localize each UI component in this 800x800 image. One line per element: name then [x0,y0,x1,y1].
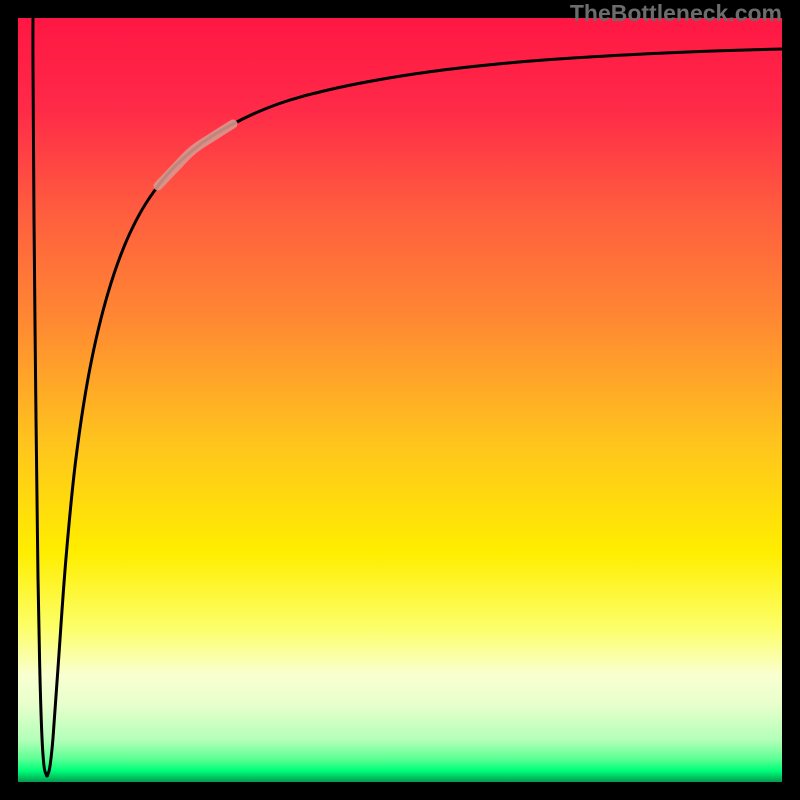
plot-area [18,18,782,782]
gradient-background [18,18,782,782]
plot-svg [18,18,782,782]
watermark-text: TheBottleneck.com [570,0,782,27]
bottleneck-chart: TheBottleneck.com [0,0,800,800]
